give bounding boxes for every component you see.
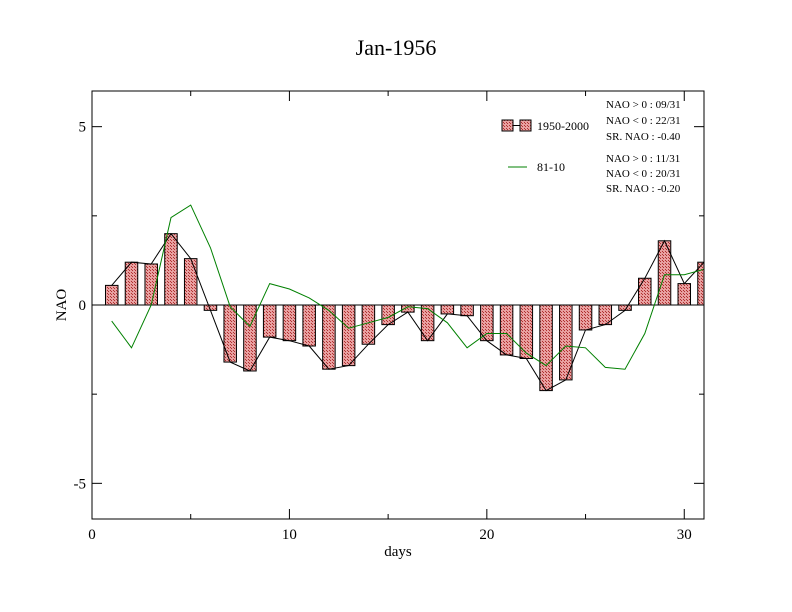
x-tick-label: 30 bbox=[677, 527, 692, 543]
x-tick-label: 0 bbox=[88, 527, 96, 543]
bar-day-9 bbox=[262, 304, 277, 338]
bar-day-10 bbox=[282, 304, 297, 342]
bar-day-2 bbox=[124, 261, 139, 306]
y-tick-label: 0 bbox=[79, 298, 87, 314]
bar-day-30 bbox=[677, 283, 692, 306]
bar-day-21 bbox=[499, 304, 514, 356]
legend-bar-swatch-left bbox=[501, 119, 514, 132]
legend-entry-81-10: 81-10 NAO > 0 : 11/31 NAO < 0 : 20/31 SR… bbox=[508, 153, 681, 195]
stat-nao-neg-1950: NAO < 0 : 22/31 bbox=[606, 115, 681, 127]
bar-day-7 bbox=[223, 304, 237, 363]
legend-entry-1950-2000: 1950-2000 NAO > 0 : 09/31 NAO < 0 : 22/3… bbox=[501, 99, 681, 143]
stat-nao-neg-8110: NAO < 0 : 20/31 bbox=[606, 168, 681, 180]
bar-day-1 bbox=[104, 284, 119, 306]
stat-sr-nao-8110: SR. NAO : -0.20 bbox=[606, 183, 681, 195]
x-tick-label: 10 bbox=[282, 527, 297, 543]
bar-day-25 bbox=[578, 304, 593, 331]
bar-day-18 bbox=[440, 304, 455, 315]
y-axis-label: NAO bbox=[54, 289, 70, 322]
bar-day-23 bbox=[539, 304, 553, 392]
bar-day-19 bbox=[460, 304, 474, 317]
line-series-group bbox=[111, 204, 705, 392]
bar-day-8 bbox=[243, 304, 257, 372]
y-tick-label: 5 bbox=[79, 120, 87, 136]
stat-sr-nao-1950: SR. NAO : -0.40 bbox=[606, 131, 681, 143]
y-tick-label: -5 bbox=[74, 476, 87, 492]
x-axis-label: days bbox=[384, 544, 412, 560]
bar-day-13 bbox=[341, 304, 356, 367]
legend-label-81-10: 81-10 bbox=[537, 160, 565, 174]
bar-day-22 bbox=[519, 304, 534, 359]
line-series-81-10 bbox=[111, 204, 705, 370]
stat-nao-pos-8110: NAO > 0 : 11/31 bbox=[606, 153, 680, 165]
bar-day-14 bbox=[361, 304, 376, 345]
bar-day-11 bbox=[302, 304, 316, 347]
chart-title: Jan-1956 bbox=[356, 35, 437, 60]
stat-nao-pos-1950: NAO > 0 : 09/31 bbox=[606, 99, 681, 111]
legend-bar-swatch-right bbox=[519, 119, 532, 132]
legend: 1950-2000 NAO > 0 : 09/31 NAO < 0 : 22/3… bbox=[501, 99, 681, 195]
x-tick-label: 20 bbox=[479, 527, 494, 543]
axis-ticks: 0 10 20 30 -5 0 5 bbox=[74, 91, 704, 543]
legend-label-1950-2000: 1950-2000 bbox=[537, 119, 589, 133]
line-series-1950-2000 bbox=[111, 232, 705, 392]
bar-day-28 bbox=[638, 277, 652, 306]
bar-day-5 bbox=[183, 258, 198, 306]
bar-day-4 bbox=[164, 233, 178, 306]
bar-day-16 bbox=[401, 304, 415, 313]
